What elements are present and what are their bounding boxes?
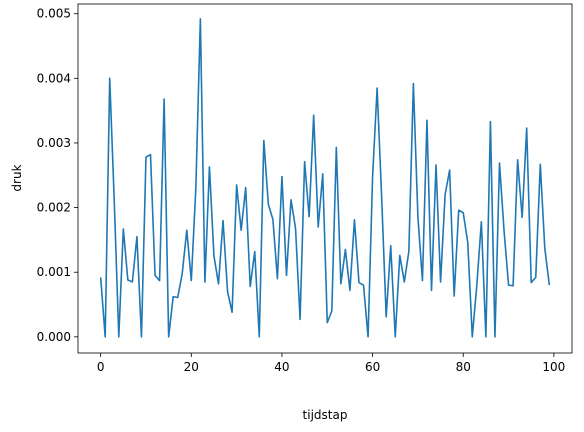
y-tick-label: 0.004 <box>37 71 71 85</box>
y-tick-label: 0.005 <box>37 7 71 21</box>
x-axis: 0 20 40 60 80 100 <box>97 353 565 374</box>
series-line-0 <box>99 18 551 338</box>
plot-frame <box>77 3 573 354</box>
y-tick-label: 0.001 <box>37 265 71 279</box>
x-tick-label: 20 <box>184 360 199 374</box>
x-tick-label: 60 <box>365 360 380 374</box>
y-axis: 0.000 0.001 0.002 0.003 0.004 0.005 <box>37 7 78 344</box>
x-tick-label: 80 <box>456 360 471 374</box>
x-axis-label: tijdstap <box>303 408 348 422</box>
y-tick-label: 0.003 <box>37 136 71 150</box>
y-tick-label: 0.002 <box>37 201 71 215</box>
y-axis-label: druk <box>10 164 24 191</box>
x-tick-label: 100 <box>542 360 565 374</box>
x-tick-label: 40 <box>274 360 289 374</box>
y-tick-label: 0.000 <box>37 330 71 344</box>
x-tick-label: 0 <box>97 360 105 374</box>
